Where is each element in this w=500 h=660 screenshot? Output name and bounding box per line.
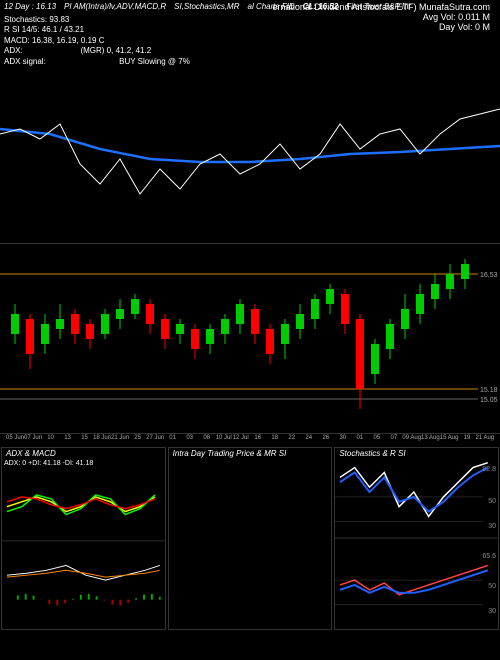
candle-svg: 16.53 15.18 15.05: [0, 244, 500, 419]
bottom-panels: ADX & MACD ADX: 0 +DI: 41.18 -DI: 41.18 …: [0, 446, 500, 631]
scale-label: 30: [488, 608, 496, 615]
stoch-rsi-svg: [335, 448, 498, 629]
scale-label: 50: [488, 498, 496, 505]
day-vol: 0 M: [475, 22, 490, 32]
hdr-item: SI,Stochastics,MR: [174, 2, 239, 11]
day-vol-label: Day Vol:: [439, 22, 473, 32]
svg-text:16.53: 16.53: [480, 272, 498, 279]
panel-title: ADX & MACD: [4, 448, 58, 459]
panel-sub: ADX: 0 +DI: 41.18 -DI: 41.18: [4, 460, 93, 467]
scale-label: 92.8: [482, 466, 496, 473]
panel-title: Stochastics & R SI: [337, 448, 407, 459]
x-axis-labels: 05 Jun07 Jun10131518 Jun21 Jun2527 Jun01…: [0, 434, 500, 446]
scale-label: 50: [488, 583, 496, 590]
hdr-item: 12 Day : 16.13: [4, 2, 56, 11]
stochastics-rsi-panel: Stochastics & R SI 92.8 50 30 65.6 50 30: [334, 447, 499, 630]
svg-text:15.05: 15.05: [480, 397, 498, 404]
adx-signal: BUY Slowing @ 7%: [119, 57, 190, 66]
panel-title: Intra Day Trading Price & MR SI: [171, 448, 289, 459]
scale-label: 30: [488, 523, 496, 530]
intraday-panel: Intra Day Trading Price & MR SI: [168, 447, 333, 630]
adx-signal-label: ADX signal:: [4, 57, 46, 66]
svg-text:15.18: 15.18: [480, 387, 498, 394]
main-line-chart: [0, 74, 500, 244]
adx-macd-panel: ADX & MACD ADX: 0 +DI: 41.18 -DI: 41.18: [1, 447, 166, 630]
hdr-item: PI AM(Intra)/lv,ADV,MACD,R: [64, 2, 166, 11]
candlestick-chart: 16.53 15.18 15.05: [0, 244, 500, 434]
adx-macd-svg: [2, 448, 165, 629]
main-chart-svg: [0, 74, 500, 244]
avg-vol-label: Avg Vol:: [423, 12, 456, 22]
adx-label: ADX:: [4, 46, 23, 55]
hdr-etf: ernational Dividend Aristocrats ETF) Mun…: [272, 2, 490, 12]
adx-mgr: (MGR) 0, 41.2, 41.2: [80, 46, 151, 55]
avg-vol: 0.011 M: [458, 12, 490, 22]
header-right: ernational Dividend Aristocrats ETF) Mun…: [272, 2, 490, 32]
macd-value: MACD: 16.38, 16.19, 0.19 C: [4, 36, 496, 46]
scale-label: 65.6: [482, 553, 496, 560]
